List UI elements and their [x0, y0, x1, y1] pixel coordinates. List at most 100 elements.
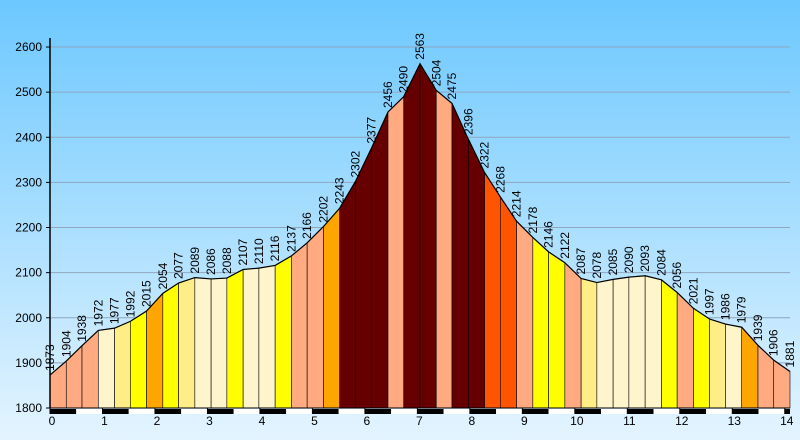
value-label: 2088 [220, 247, 234, 274]
distance-strip [338, 409, 365, 414]
distance-strip [574, 409, 602, 414]
value-label: 2456 [381, 81, 395, 108]
value-label: 2122 [558, 232, 572, 259]
value-label: 2093 [638, 245, 652, 272]
value-label: 1972 [91, 299, 105, 326]
x-tick-label: 13 [728, 414, 742, 428]
slope-band [644, 275, 662, 409]
value-label: 2085 [606, 248, 620, 275]
value-label: 1986 [718, 293, 732, 320]
value-label: 2490 [397, 66, 411, 93]
value-label: 2377 [365, 117, 379, 144]
value-label: 2137 [284, 225, 298, 252]
distance-strip [391, 409, 418, 414]
value-label: 1939 [751, 314, 765, 341]
slope-band [403, 63, 421, 409]
slope-band [355, 147, 373, 409]
x-tick-label: 0 [49, 414, 56, 428]
distance-strip [154, 409, 182, 414]
slope-band [548, 251, 566, 409]
slope-band [676, 291, 694, 409]
x-tick-label: 12 [675, 414, 689, 428]
value-label: 2504 [429, 59, 443, 86]
slope-band [162, 282, 179, 409]
slope-band [628, 275, 646, 409]
slope-band [210, 277, 228, 409]
distance-strip [207, 409, 234, 414]
value-label: 2086 [204, 248, 218, 275]
slope-band [709, 318, 726, 409]
value-label: 2146 [542, 221, 556, 248]
slope-band [435, 89, 453, 409]
y-tick-label: 1800 [15, 401, 42, 415]
y-tick-label: 1900 [15, 356, 42, 370]
value-label: 2116 [268, 235, 282, 261]
profile-line [49, 62, 791, 376]
value-label: 1979 [735, 296, 749, 323]
distance-strip [758, 409, 785, 414]
value-label: 2563 [413, 33, 427, 60]
slope-band [484, 171, 501, 409]
slope-band [580, 278, 598, 409]
slope-band [612, 276, 630, 409]
slope-band [499, 195, 517, 409]
x-tick-label: 5 [311, 414, 318, 428]
slope-band [194, 277, 212, 409]
slope-band [725, 323, 743, 409]
value-label: 2110 [252, 238, 266, 264]
slope-band [596, 279, 614, 409]
x-tick-label: 2 [154, 414, 161, 428]
value-label: 2178 [526, 206, 540, 233]
x-tick-label: 1 [101, 414, 108, 428]
slope-band [339, 180, 356, 409]
distance-strip [522, 409, 549, 414]
distance-strip [706, 409, 733, 414]
slope-band [274, 255, 292, 409]
y-tick-label: 2600 [15, 40, 42, 54]
distance-strip [233, 409, 260, 414]
distance-strip [469, 409, 497, 414]
value-label: 2268 [493, 166, 507, 193]
value-label: 2084 [654, 249, 668, 276]
value-label: 2396 [461, 108, 475, 135]
value-label: 1906 [767, 329, 781, 356]
slope-band [371, 111, 389, 409]
y-tick-label: 2500 [15, 85, 42, 99]
x-tick-label: 3 [206, 414, 213, 428]
slope-band [178, 277, 196, 409]
distance-strip [312, 409, 339, 414]
value-label: 2021 [686, 277, 700, 304]
distance-strip [732, 409, 759, 414]
slope-band [387, 95, 405, 409]
value-label: 2243 [333, 177, 347, 204]
slope-band [693, 307, 711, 409]
value-label: 2078 [590, 252, 604, 279]
distance-strip [548, 409, 575, 414]
distance-strip [259, 409, 287, 414]
slope-band [467, 138, 485, 409]
distance-strip [784, 409, 790, 414]
value-label: 2322 [478, 141, 492, 168]
x-tick-label: 8 [469, 414, 476, 428]
slope-band [97, 327, 115, 409]
x-tick-label: 11 [623, 414, 636, 428]
x-tick-label: 7 [416, 414, 423, 428]
distance-strip [443, 409, 470, 414]
slope-band [242, 267, 260, 409]
distance-strip [102, 409, 129, 414]
x-tick-label: 6 [364, 414, 371, 428]
value-label: 2214 [510, 190, 524, 217]
value-label: 1938 [75, 315, 89, 342]
value-label: 1992 [123, 290, 137, 317]
distance-strip [417, 409, 444, 414]
value-label: 2166 [300, 212, 314, 239]
distance-strip [627, 409, 654, 414]
x-tick-label: 9 [521, 414, 528, 428]
slope-band [306, 225, 324, 409]
y-tick-label: 2200 [15, 221, 42, 235]
slope-band [451, 103, 469, 409]
value-label: 2015 [140, 280, 154, 307]
slope-band [258, 265, 276, 409]
y-tick-label: 2300 [15, 175, 42, 189]
